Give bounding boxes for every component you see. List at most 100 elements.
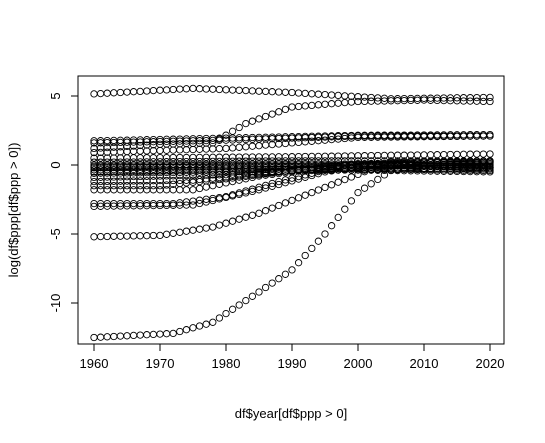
- data-point: [215, 195, 224, 203]
- data-point: [169, 329, 177, 338]
- data-point: [314, 101, 323, 109]
- data-point: [235, 190, 243, 199]
- data-point: [162, 330, 171, 338]
- data-point: [255, 87, 263, 95]
- data-point: [96, 333, 105, 341]
- data-point: [90, 90, 98, 98]
- y-axis-label: log(df$ppp[df$ppp > 0]): [6, 143, 21, 278]
- data-point: [235, 215, 243, 223]
- data-point: [103, 186, 111, 194]
- data-point: [189, 324, 197, 332]
- data-point: [90, 333, 98, 342]
- data-point: [413, 151, 422, 159]
- y-tick-label: 0: [48, 161, 63, 168]
- data-point: [374, 175, 382, 184]
- data-point: [222, 179, 230, 187]
- data-point: [189, 186, 197, 194]
- data-point: [209, 196, 217, 205]
- data-point: [248, 117, 257, 125]
- data-point: [275, 133, 283, 141]
- data-point: [110, 89, 118, 97]
- data-point: [143, 232, 151, 240]
- x-tick-label: 1990: [278, 356, 307, 371]
- data-point: [347, 173, 356, 181]
- data-point: [486, 164, 494, 172]
- data-point: [222, 309, 230, 318]
- data-point: [261, 207, 270, 215]
- data-point: [268, 140, 276, 149]
- data-point: [123, 332, 131, 340]
- data-point: [235, 189, 243, 197]
- data-point: [268, 204, 276, 212]
- data-point: [103, 232, 111, 241]
- data-point: [486, 97, 494, 106]
- x-tick-label: 1960: [80, 356, 109, 371]
- data-point: [202, 183, 210, 191]
- data-point: [242, 175, 250, 183]
- data-point: [162, 86, 171, 94]
- data-point: [367, 93, 375, 102]
- data-point: [327, 181, 336, 189]
- data-point: [228, 144, 237, 152]
- data-point: [281, 179, 290, 187]
- data-point: [268, 110, 276, 118]
- data-point: [182, 227, 191, 235]
- data-point: [275, 275, 283, 283]
- data-point: [288, 103, 296, 111]
- data-point: [242, 86, 250, 95]
- data-point: [426, 151, 435, 159]
- data-point: [341, 98, 349, 107]
- data-point: [248, 87, 257, 95]
- data-point: [235, 86, 243, 94]
- data-point: [176, 85, 184, 93]
- data-points: [90, 84, 494, 342]
- data-point: [129, 88, 138, 96]
- data-point: [473, 150, 481, 158]
- data-point: [149, 86, 158, 95]
- data-point: [103, 89, 111, 97]
- data-point: [301, 173, 309, 181]
- data-point: [327, 222, 336, 230]
- data-point: [90, 233, 98, 241]
- data-point: [222, 131, 230, 139]
- data-point: [486, 157, 494, 165]
- data-point: [129, 232, 138, 240]
- data-point: [189, 226, 197, 234]
- data-point: [261, 87, 270, 96]
- data-point: [294, 89, 303, 97]
- data-point: [294, 259, 303, 267]
- data-point: [182, 146, 191, 154]
- data-point: [288, 266, 296, 274]
- data-point: [215, 221, 224, 229]
- data-point: [116, 186, 125, 194]
- data-point: [288, 88, 296, 97]
- data-point: [202, 320, 210, 328]
- data-point: [96, 89, 105, 98]
- x-axis-label: df$year[df$ppp > 0]: [235, 406, 347, 421]
- data-point: [281, 88, 290, 96]
- data-point: [209, 223, 217, 231]
- data-point: [486, 132, 494, 140]
- data-point: [341, 92, 349, 100]
- data-point: [479, 150, 488, 158]
- data-point: [235, 123, 243, 132]
- data-point: [149, 231, 158, 240]
- data-point: [96, 232, 105, 241]
- data-point: [420, 151, 428, 159]
- data-point: [129, 186, 138, 194]
- data-point: [308, 90, 316, 98]
- data-point: [360, 168, 369, 176]
- data-point: [360, 97, 369, 106]
- data-point: [486, 161, 494, 169]
- data-point: [136, 331, 144, 339]
- data-point: [360, 184, 369, 192]
- data-point: [486, 150, 494, 158]
- data-point: [334, 91, 342, 100]
- data-point: [294, 102, 303, 111]
- data-point: [235, 143, 243, 151]
- data-point: [103, 333, 111, 341]
- y-tick-label: -10: [48, 294, 63, 313]
- data-point: [479, 97, 488, 106]
- data-point: [314, 237, 323, 245]
- x-tick-label: 1980: [212, 356, 241, 371]
